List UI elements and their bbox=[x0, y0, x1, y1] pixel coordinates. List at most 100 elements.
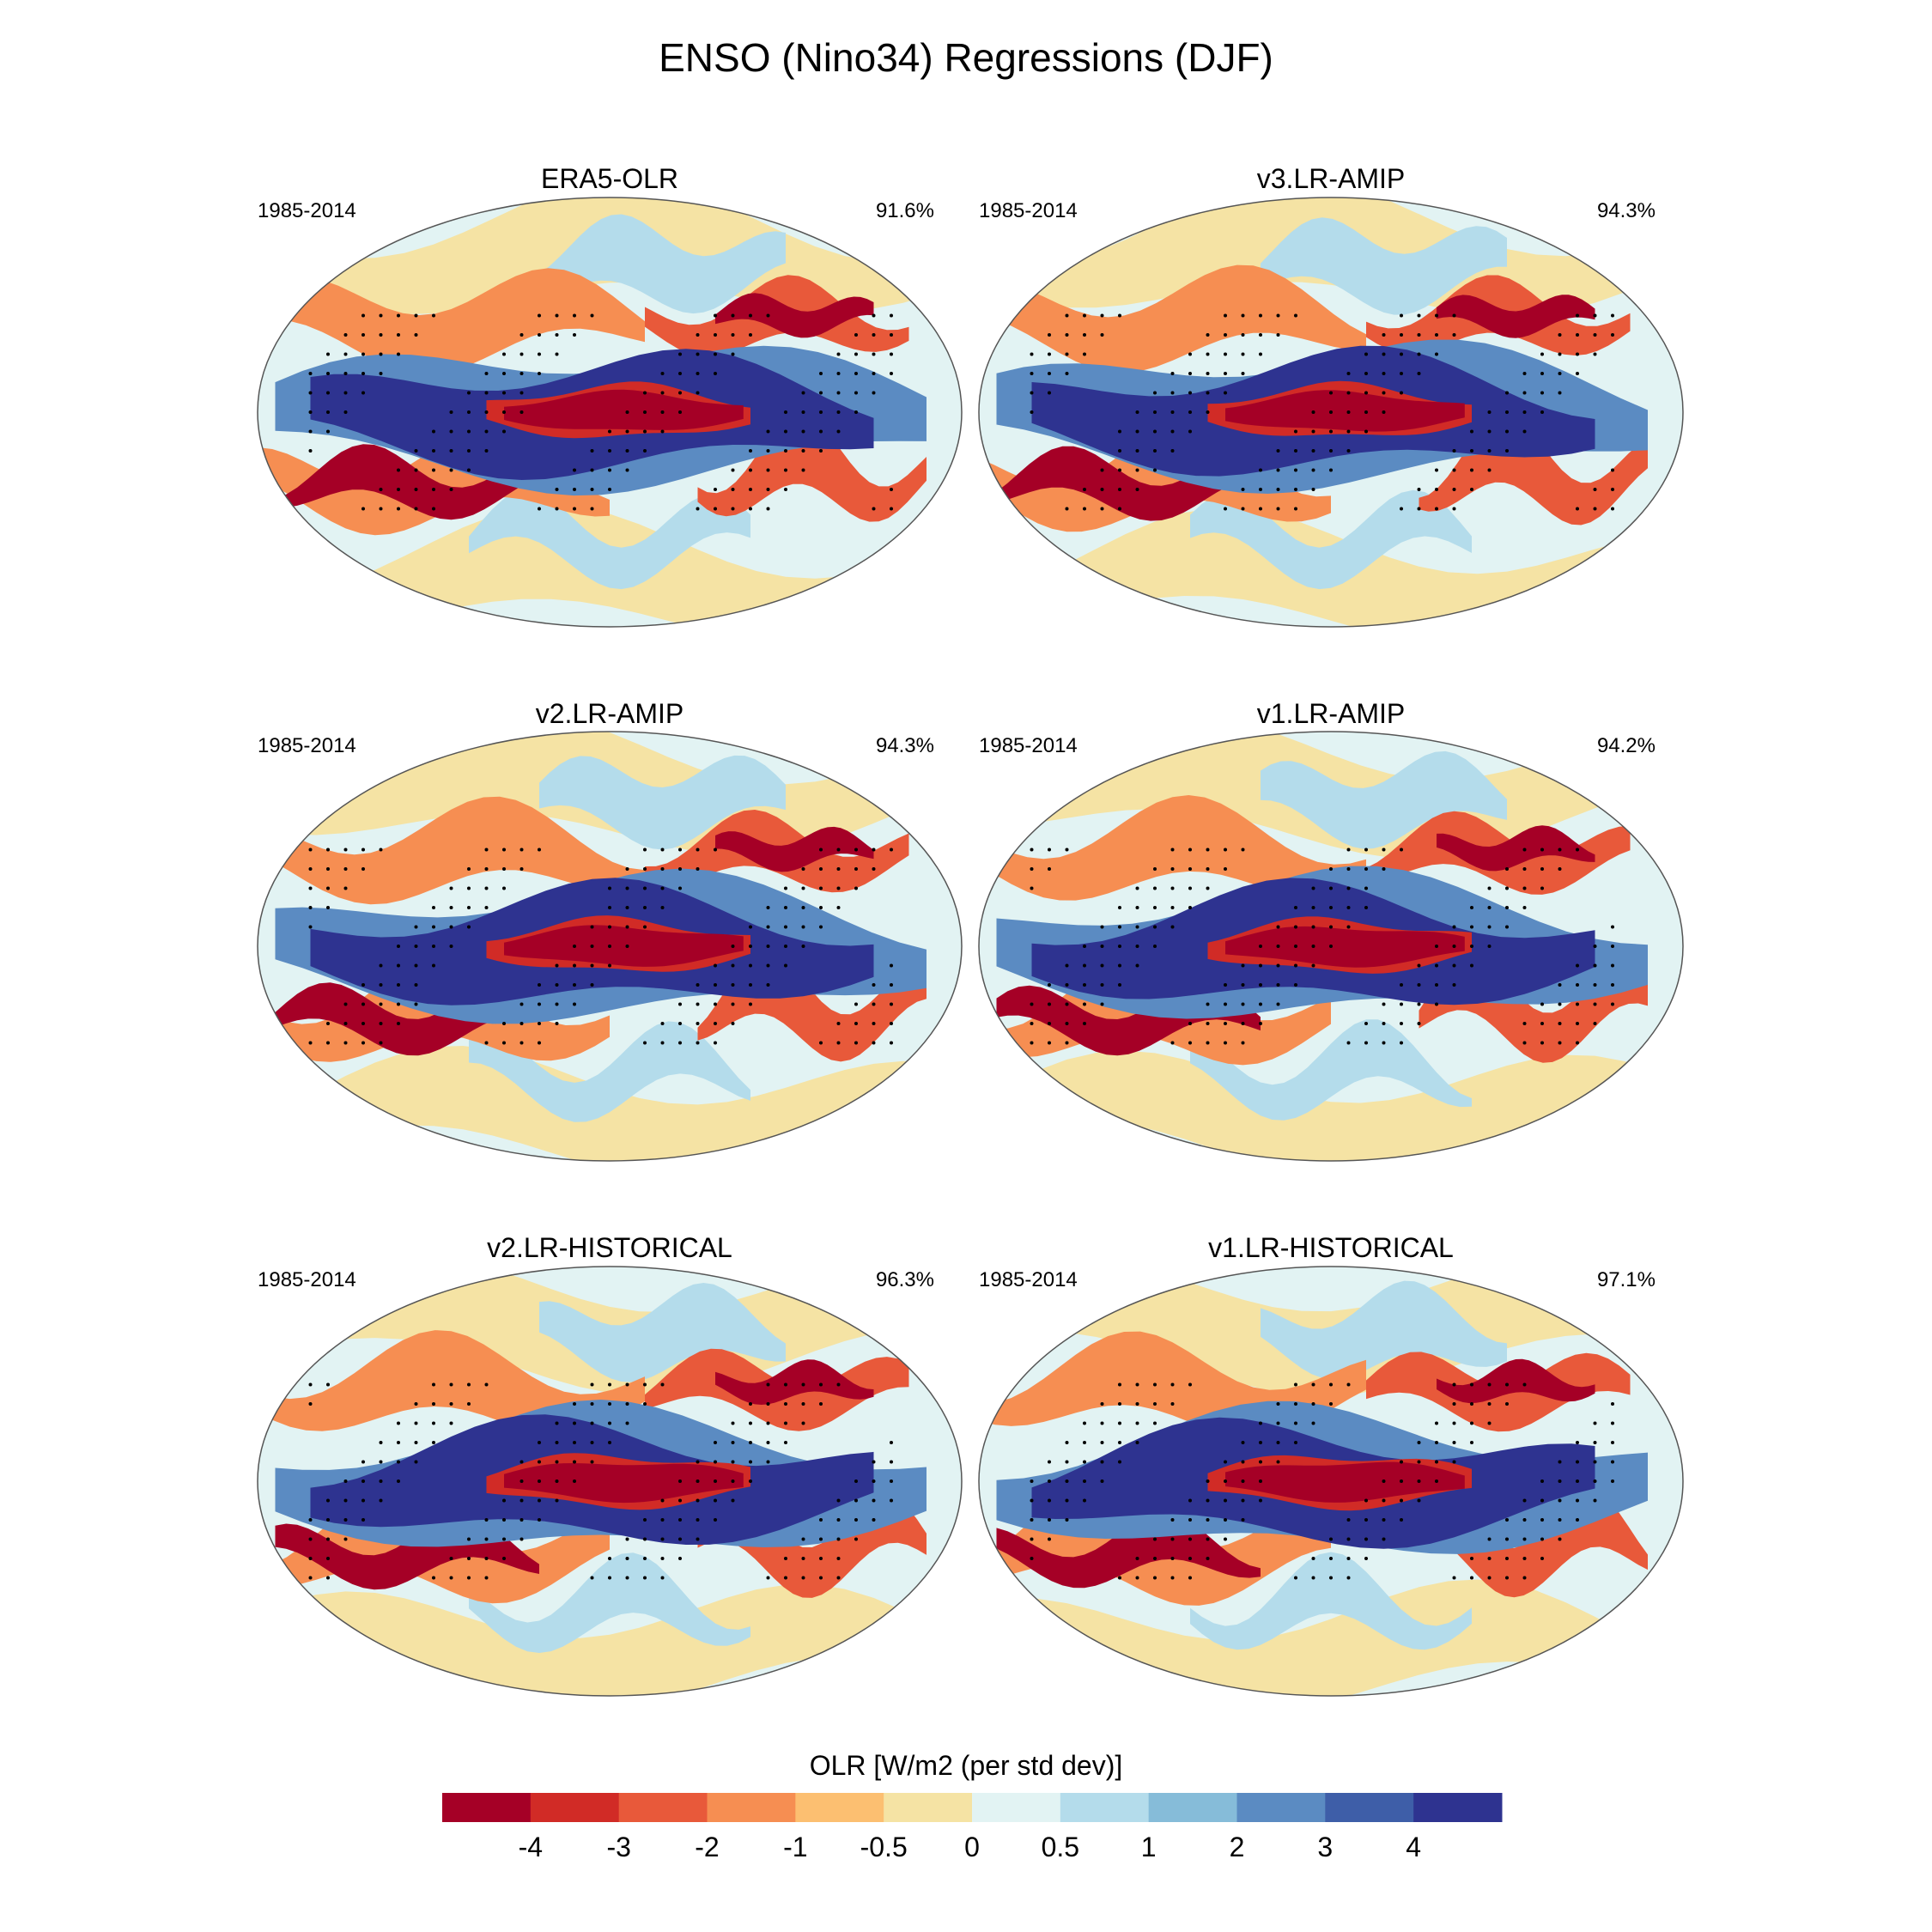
significance-dot bbox=[749, 1002, 752, 1006]
significance-dot bbox=[1382, 1498, 1386, 1503]
significance-dot bbox=[449, 1382, 453, 1387]
significance-dot bbox=[1452, 1460, 1456, 1464]
significance-dot bbox=[1030, 867, 1034, 871]
significance-dot bbox=[1294, 906, 1297, 909]
anomaly-field bbox=[1031, 1417, 1595, 1549]
significance-dot bbox=[379, 507, 383, 511]
significance-dot bbox=[484, 372, 489, 375]
significance-dot bbox=[696, 507, 700, 511]
significance-dot bbox=[361, 1479, 365, 1483]
significance-dot bbox=[449, 1576, 453, 1580]
significance-dot bbox=[1135, 906, 1139, 909]
anomaly-field bbox=[486, 915, 750, 972]
significance-dot bbox=[397, 468, 400, 472]
significance-dot bbox=[1452, 488, 1456, 491]
significance-dot bbox=[432, 429, 435, 434]
significance-dot bbox=[1329, 945, 1333, 948]
significance-dot bbox=[1558, 1537, 1562, 1541]
significance-dot bbox=[1346, 848, 1351, 852]
significance-dot bbox=[1188, 352, 1192, 356]
significance-dot bbox=[1206, 886, 1210, 890]
significance-dot bbox=[625, 410, 629, 414]
significance-dot bbox=[784, 1402, 787, 1406]
significance-dot bbox=[1346, 1041, 1351, 1045]
significance-dot bbox=[872, 1460, 876, 1464]
significance-dot bbox=[1435, 1479, 1438, 1483]
significance-dot bbox=[1487, 1537, 1492, 1541]
significance-dot bbox=[1487, 886, 1492, 890]
significance-dot bbox=[678, 1518, 682, 1522]
significance-dot bbox=[836, 1518, 841, 1522]
significance-dot bbox=[1611, 1402, 1614, 1406]
significance-dot bbox=[731, 488, 735, 491]
significance-dot bbox=[1505, 867, 1509, 871]
significance-dot bbox=[484, 391, 489, 395]
significance-dot bbox=[731, 963, 735, 968]
significance-dot bbox=[1487, 1382, 1492, 1387]
significance-dot bbox=[308, 1537, 313, 1541]
significance-dot bbox=[1083, 1022, 1086, 1025]
significance-dot bbox=[1364, 906, 1368, 909]
significance-dot bbox=[449, 945, 453, 948]
significance-dot bbox=[1118, 449, 1121, 453]
panel-title-v2-amip: v2.LR-AMIP bbox=[535, 698, 684, 729]
significance-dot bbox=[1241, 983, 1245, 987]
significance-dot bbox=[308, 429, 313, 434]
significance-dot bbox=[1083, 313, 1086, 318]
colorbar-swatch bbox=[707, 1793, 796, 1822]
significance-dot bbox=[1522, 410, 1527, 414]
significance-dot bbox=[343, 886, 348, 890]
significance-dot bbox=[1100, 1479, 1104, 1483]
colorbar-tick-label: 0.5 bbox=[1042, 1832, 1079, 1862]
significance-dot bbox=[872, 1498, 876, 1503]
map-panel bbox=[257, 1266, 963, 1697]
panel-score-v1-amip: 94.2% bbox=[1596, 734, 1656, 757]
significance-dot bbox=[1417, 1441, 1421, 1444]
significance-dot bbox=[836, 848, 841, 852]
significance-dot bbox=[696, 867, 700, 871]
significance-dot bbox=[714, 848, 717, 852]
significance-dot bbox=[1224, 507, 1227, 511]
significance-dot bbox=[1259, 1479, 1262, 1483]
significance-dot bbox=[414, 449, 418, 453]
anomaly-field bbox=[1419, 956, 1648, 1063]
significance-dot bbox=[854, 372, 858, 375]
significance-dot bbox=[484, 848, 489, 852]
significance-dot bbox=[1311, 410, 1315, 414]
map-outline bbox=[257, 197, 963, 628]
significance-dot bbox=[1065, 313, 1069, 318]
significance-dot bbox=[660, 1557, 665, 1560]
significance-dot bbox=[1346, 886, 1351, 890]
significance-dot bbox=[1364, 867, 1368, 871]
significance-dot bbox=[819, 867, 823, 871]
significance-dot bbox=[1100, 963, 1104, 968]
significance-dot bbox=[854, 1537, 858, 1541]
significance-dot bbox=[1470, 1557, 1473, 1560]
significance-dot bbox=[1294, 925, 1297, 929]
significance-dot bbox=[326, 352, 330, 356]
significance-dot bbox=[590, 1402, 594, 1406]
significance-dot bbox=[519, 333, 524, 337]
significance-dot bbox=[608, 468, 611, 472]
significance-dot bbox=[660, 391, 665, 395]
significance-dot bbox=[1417, 333, 1421, 337]
colorbar-swatch bbox=[1413, 1793, 1503, 1822]
significance-dot bbox=[608, 488, 611, 491]
significance-dot bbox=[502, 410, 506, 414]
significance-dot bbox=[1540, 886, 1544, 890]
significance-dot bbox=[625, 906, 629, 909]
significance-dot bbox=[1611, 507, 1614, 511]
colorbar-tick-label: 1 bbox=[1141, 1832, 1157, 1862]
significance-dot bbox=[555, 507, 559, 511]
significance-dot bbox=[432, 449, 435, 453]
significance-dot bbox=[1118, 1421, 1121, 1425]
significance-dot bbox=[1118, 983, 1121, 987]
significance-dot bbox=[1593, 945, 1597, 948]
panel-title-v1-historical: v1.LR-HISTORICAL bbox=[1208, 1232, 1454, 1263]
significance-dot bbox=[1118, 925, 1121, 929]
significance-dot bbox=[326, 410, 330, 414]
anomaly-field bbox=[1031, 878, 1595, 1005]
significance-dot bbox=[343, 1002, 348, 1006]
significance-dot bbox=[1048, 848, 1051, 852]
significance-dot bbox=[1522, 906, 1527, 909]
